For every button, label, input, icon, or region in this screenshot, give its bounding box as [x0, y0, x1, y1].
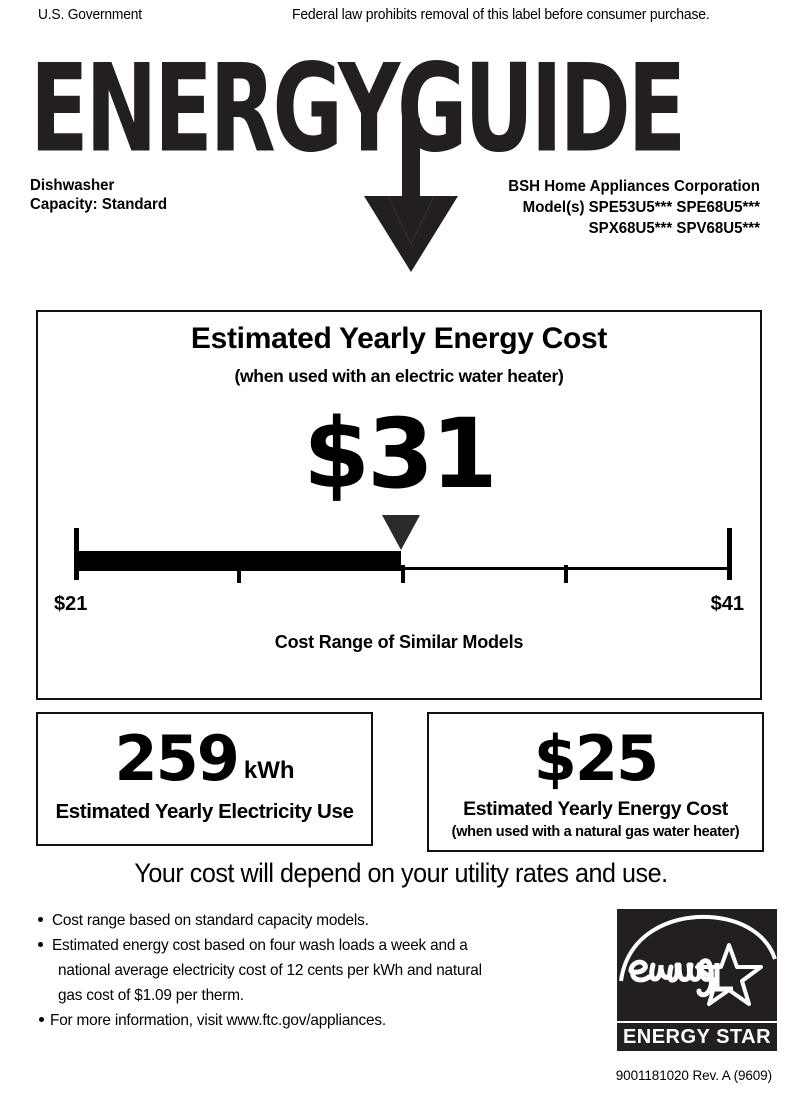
footnote-text: national average electricity cost of 12 … — [58, 962, 482, 979]
energy-star-logo: ENERGY STAR — [617, 909, 777, 1051]
range-filled-bar — [74, 551, 401, 571]
range-baseline — [74, 567, 727, 570]
range-tick-three-quarter — [563, 565, 568, 583]
electricity-use-caption: Estimated Yearly Electricity Use — [55, 800, 354, 823]
range-tick-quarter — [237, 565, 242, 583]
footnote-text: Cost range based on standard capacity mo… — [52, 912, 369, 929]
legal-header-row: U.S. Government Federal law prohibits re… — [0, 6, 802, 30]
model-numbers-line-2: SPX68U5*** SPV68U5*** — [588, 220, 760, 237]
range-max-label: $41 — [710, 593, 744, 615]
list-item-continuation: gas cost of $1.09 per therm. — [36, 983, 536, 1008]
gas-cost-subcaption: (when used with a natural gas water heat… — [451, 824, 740, 840]
footnotes-list: Cost range based on standard capacity mo… — [36, 908, 536, 1033]
government-label: U.S. Government — [38, 6, 142, 23]
cost-panel-title: Estimated Yearly Energy Cost — [190, 322, 608, 355]
down-arrow-icon — [358, 118, 464, 274]
gas-cost-caption: Estimated Yearly Energy Cost — [463, 798, 728, 820]
electricity-use-value: 259 — [114, 722, 239, 795]
electricity-use-box: 259 kWh Estimated Yearly Electricity Use — [36, 712, 373, 846]
energy-star-band-label: ENERGY STAR — [617, 1023, 777, 1051]
manufacturer-name: BSH Home Appliances Corporation — [508, 178, 760, 195]
cost-range-caption: Cost Range of Similar Models — [274, 632, 524, 652]
range-tick-max — [727, 528, 732, 580]
gas-cost-box: $25 Estimated Yearly Energy Cost (when u… — [427, 712, 764, 852]
list-item: Estimated energy cost based on four wash… — [36, 933, 536, 958]
bullet-dot-icon — [38, 917, 43, 922]
cost-range-marker-icon — [381, 515, 420, 550]
federal-law-notice: Federal law prohibits removal of this la… — [292, 6, 710, 23]
electricity-use-unit: kWh — [243, 757, 295, 784]
footnote-text: For more information, visit www.ftc.gov/… — [50, 1012, 386, 1029]
bullet-dot-icon — [38, 942, 43, 947]
estimated-cost-panel — [36, 310, 762, 700]
range-tick-half — [400, 565, 405, 583]
appliance-capacity: Capacity: Standard — [30, 196, 168, 213]
cost-panel-subtitle: (when used with an electric water heater… — [234, 366, 564, 386]
footnote-text: gas cost of $1.09 per therm. — [58, 987, 244, 1004]
appliance-type: Dishwasher — [30, 177, 115, 194]
energy-star-graphic — [617, 909, 777, 1021]
energyguide-logo: ENERGYGUIDE — [30, 49, 772, 170]
utility-rates-note: Your cost will depend on your utility ra… — [134, 858, 668, 888]
estimated-yearly-cost-value: $31 — [303, 398, 497, 510]
range-min-label: $21 — [54, 593, 88, 615]
bullet-dot-icon — [39, 1017, 44, 1022]
energyguide-wordmark: ENERGYGUIDE — [30, 39, 686, 180]
appliance-info: Dishwasher Capacity: Standard — [30, 176, 171, 214]
electricity-value-row: 259 kWh — [38, 728, 371, 790]
gas-cost-value: $25 — [533, 722, 659, 795]
model-numbers-line-1: Model(s) SPE53U5*** SPE68U5*** — [522, 199, 760, 216]
list-item-continuation: national average electricity cost of 12 … — [36, 958, 536, 983]
cost-range-scale: $21 $41 — [36, 505, 762, 635]
list-item: For more information, visit www.ftc.gov/… — [36, 1008, 536, 1033]
manufacturer-info: BSH Home Appliances Corporation Model(s)… — [402, 176, 760, 239]
list-item: Cost range based on standard capacity mo… — [36, 908, 536, 933]
gas-value-row: $25 — [429, 728, 762, 790]
footnote-text: Estimated energy cost based on four wash… — [52, 937, 468, 954]
document-code: 9001181020 Rev. A (9609) — [615, 1068, 772, 1083]
